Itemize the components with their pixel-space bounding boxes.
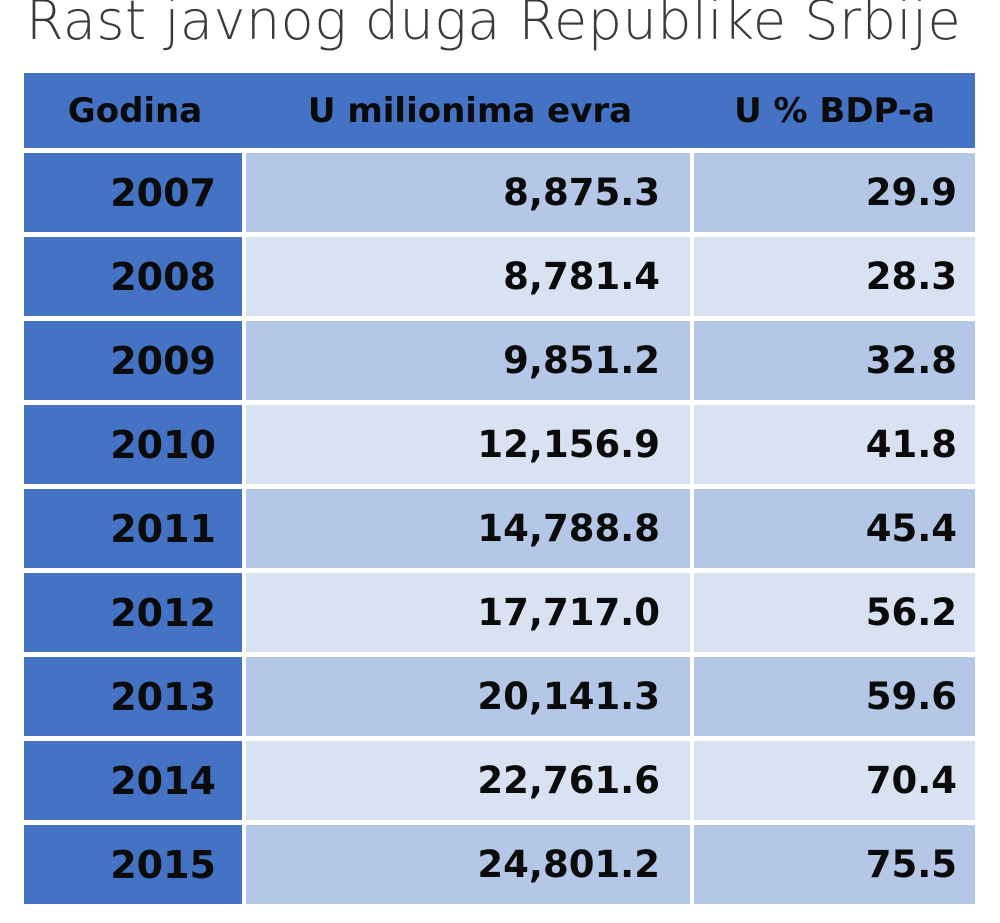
table-row: 2008 8,781.4 28.3 [24,237,975,317]
table-row: 2009 9,851.2 32.8 [24,321,975,401]
cell-godina: 2009 [24,321,242,401]
cell-bdp: 28.3 [694,237,975,317]
table-row: 2014 22,761.6 70.4 [24,741,975,821]
column-header-bdp: U % BDP-a [734,90,935,131]
cell-milioni-evra: 22,761.6 [246,741,690,821]
cell-godina: 2014 [24,741,242,821]
column-header-godina: Godina [67,90,203,131]
cell-bdp: 59.6 [694,657,975,737]
cell-milioni-evra: 12,156.9 [246,405,690,485]
cell-bdp: 75.5 [694,825,975,905]
page-title: Rast javnog duga Republike Srbije [26,0,962,52]
table-body: 2007 8,875.3 29.9 2008 8,781.4 28.3 2009 9,851.… [24,153,975,905]
cell-bdp: 29.9 [694,153,975,233]
cell-godina: 2008 [24,237,242,317]
cell-godina: 2010 [24,405,242,485]
cell-godina: 2007 [24,153,242,233]
cell-bdp: 56.2 [694,573,975,653]
cell-godina: 2011 [24,489,242,569]
cell-bdp: 45.4 [694,489,975,569]
cell-milioni-evra: 9,851.2 [246,321,690,401]
debt-table: Godina U milionima evra U % BDP-a 2007 8,… [24,73,975,905]
cell-milioni-evra: 17,717.0 [246,573,690,653]
table-row: 2010 12,156.9 41.8 [24,405,975,485]
cell-milioni-evra: 20,141.3 [246,657,690,737]
table-row: 2015 24,801.2 75.5 [24,825,975,905]
cell-milioni-evra: 24,801.2 [246,825,690,905]
table-row: 2011 14,788.8 45.4 [24,489,975,569]
cell-milioni-evra: 8,781.4 [246,237,690,317]
table-header-row: Godina U milionima evra U % BDP-a [24,73,975,149]
cell-bdp: 32.8 [694,321,975,401]
table-row: 2013 20,141.3 59.6 [24,657,975,737]
cell-bdp: 41.8 [694,405,975,485]
cell-bdp: 70.4 [694,741,975,821]
table-row: 2007 8,875.3 29.9 [24,153,975,233]
cell-godina: 2012 [24,573,242,653]
cell-godina: 2015 [24,825,242,905]
column-header-milioni-evra: U milionima evra [307,90,633,131]
table-row: 2012 17,717.0 56.2 [24,573,975,653]
cell-milioni-evra: 14,788.8 [246,489,690,569]
cell-milioni-evra: 8,875.3 [246,153,690,233]
cell-godina: 2013 [24,657,242,737]
